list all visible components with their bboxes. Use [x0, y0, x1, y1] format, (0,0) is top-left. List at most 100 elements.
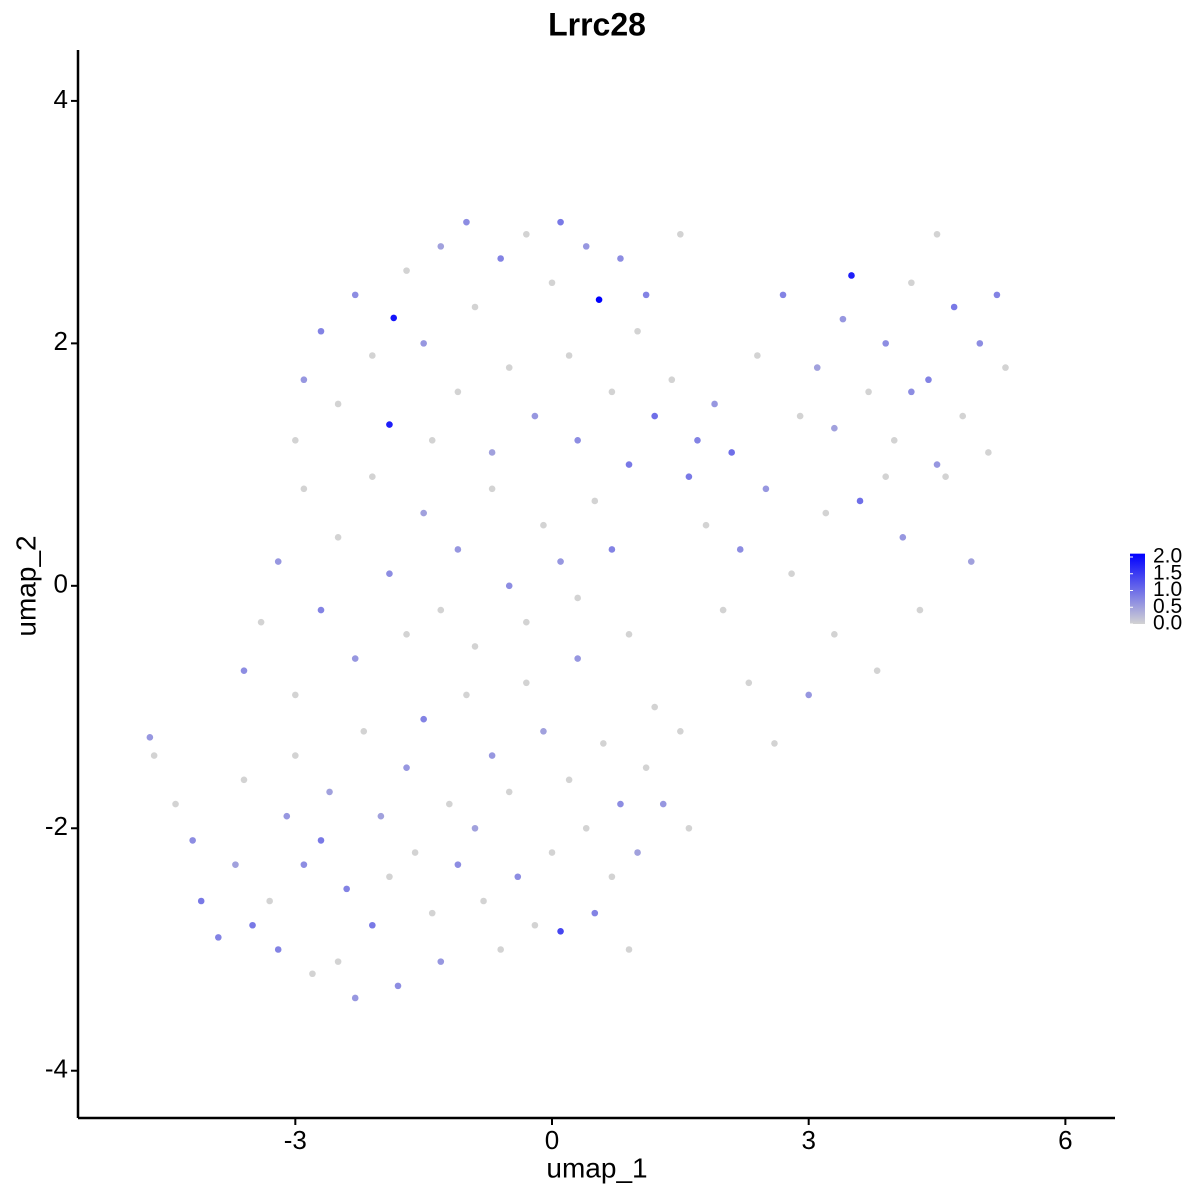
- point: [274, 558, 282, 565]
- point: [608, 388, 616, 396]
- point: [993, 291, 1001, 299]
- point: [292, 437, 299, 444]
- point: [916, 606, 924, 614]
- y-tick-label: 4: [54, 84, 68, 114]
- point: [557, 558, 564, 565]
- point: [463, 218, 470, 226]
- point: [283, 812, 291, 820]
- point: [488, 752, 496, 759]
- point: [471, 643, 479, 650]
- point: [754, 352, 761, 359]
- point: [651, 412, 658, 420]
- point: [771, 740, 778, 747]
- point: [839, 315, 847, 323]
- point: [377, 812, 385, 820]
- point: [454, 861, 462, 868]
- point: [369, 473, 376, 481]
- point: [882, 473, 889, 481]
- point: [309, 970, 316, 978]
- point: [685, 824, 693, 832]
- point: [574, 594, 581, 602]
- point: [985, 449, 992, 456]
- point: [249, 921, 256, 929]
- point: [608, 546, 616, 553]
- legend-label: 0.0: [1153, 612, 1182, 635]
- point: [505, 364, 513, 371]
- point: [523, 679, 530, 687]
- point: [240, 667, 248, 674]
- y-tick-label: 0: [54, 569, 68, 599]
- point: [351, 291, 359, 299]
- point: [565, 352, 573, 359]
- point: [300, 861, 308, 868]
- point: [317, 837, 325, 844]
- point: [762, 485, 770, 493]
- y-axis-title: umap_2: [10, 535, 41, 636]
- point: [420, 509, 427, 517]
- point: [548, 279, 556, 287]
- point: [274, 946, 282, 953]
- point: [488, 485, 496, 493]
- legend-label: 0.5: [1153, 595, 1182, 618]
- point: [300, 485, 308, 493]
- point: [617, 800, 624, 808]
- point: [908, 388, 915, 396]
- point: [369, 352, 376, 359]
- point: [822, 509, 830, 517]
- point: [557, 928, 564, 935]
- point: [565, 776, 573, 784]
- chart-title: Lrrc28: [548, 6, 646, 42]
- point: [326, 788, 333, 796]
- point: [1002, 364, 1009, 371]
- y-tick-label: 2: [54, 326, 68, 356]
- point: [240, 776, 248, 784]
- point: [454, 546, 462, 553]
- point: [959, 412, 967, 420]
- point: [386, 570, 393, 577]
- point: [933, 230, 941, 238]
- point: [642, 764, 650, 771]
- point: [591, 497, 599, 505]
- point: [351, 655, 359, 662]
- point: [625, 461, 633, 468]
- point: [334, 534, 342, 541]
- point: [437, 958, 445, 965]
- point: [411, 849, 419, 856]
- point: [497, 946, 504, 953]
- x-tick-label: -3: [284, 1125, 307, 1155]
- point: [950, 303, 958, 311]
- point: [745, 679, 753, 687]
- point: [873, 667, 881, 674]
- point: [480, 897, 487, 905]
- point: [471, 303, 479, 311]
- point: [343, 885, 350, 893]
- point: [685, 473, 693, 481]
- point: [317, 327, 325, 335]
- x-tick-label: 6: [1058, 1125, 1072, 1155]
- point: [702, 521, 710, 529]
- point: [390, 314, 398, 322]
- point: [617, 255, 624, 262]
- point: [976, 340, 984, 347]
- point: [651, 703, 658, 711]
- point: [150, 752, 158, 759]
- legend-label: 1.0: [1153, 578, 1182, 601]
- point: [360, 727, 368, 735]
- point: [257, 618, 265, 626]
- colorbar: [1130, 553, 1145, 624]
- point: [967, 558, 975, 565]
- point: [531, 412, 539, 420]
- point: [728, 449, 735, 456]
- point: [420, 340, 427, 347]
- x-tick-label: 3: [801, 1125, 815, 1155]
- point: [600, 740, 607, 747]
- point: [711, 400, 718, 408]
- point: [523, 618, 530, 626]
- point: [659, 800, 667, 808]
- point: [403, 267, 410, 274]
- point: [300, 376, 308, 384]
- point: [420, 715, 427, 723]
- point: [317, 606, 325, 614]
- y-tick-label: -2: [45, 811, 68, 841]
